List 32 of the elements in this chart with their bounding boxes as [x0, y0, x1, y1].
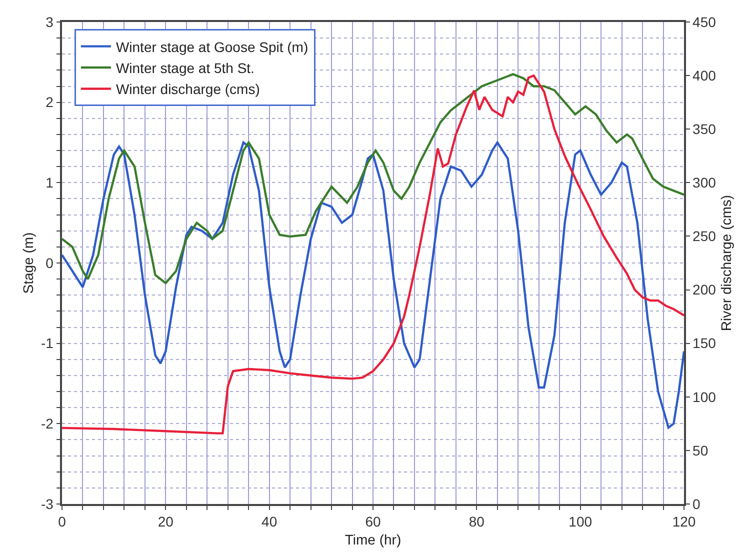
x-tick-label: 0: [58, 514, 66, 530]
y2-tick-label: 450: [692, 14, 716, 30]
x-tick-label: 120: [672, 514, 696, 530]
line-series: [62, 74, 684, 434]
x-tick-label: 60: [365, 514, 381, 530]
y-tick-label: 3: [46, 14, 54, 30]
x-tick-label: 80: [468, 514, 485, 530]
y-tick-label: -3: [40, 496, 54, 512]
x-tick-label: 100: [568, 514, 592, 530]
y-tick-label: -2: [40, 416, 54, 432]
y-tick-label: -1: [40, 335, 54, 352]
y2-tick-label: 0: [692, 496, 701, 512]
y2-tick-label: 50: [692, 442, 708, 458]
y-tick-label: 2: [46, 94, 54, 110]
x-axis-title: Time (hr): [344, 531, 402, 548]
y2-tick-label: 300: [692, 174, 716, 191]
y-tick-label: 0: [46, 254, 54, 271]
x-tick-label: 40: [262, 514, 278, 530]
y2-tick-label: 100: [692, 388, 716, 405]
y2-tick-label: 150: [692, 335, 716, 352]
x-tick-label: 20: [158, 514, 174, 530]
legend-label: Winter discharge (cms): [116, 81, 260, 98]
y2-tick-label: 400: [692, 67, 716, 84]
y2-tick-label: 200: [692, 282, 716, 298]
y2-tick-label: 250: [692, 228, 716, 244]
legend-label: Winter stage at Goose Spit (m): [116, 38, 308, 55]
line-series: [62, 141, 684, 429]
legend-label: Winter stage at 5th St.: [116, 60, 254, 76]
y-axis-title: Stage (m): [20, 232, 36, 294]
y2-axis-title: River discharge (cms): [718, 194, 734, 332]
y-tick-label: 1: [46, 174, 54, 191]
y2-tick-label: 350: [692, 121, 716, 138]
